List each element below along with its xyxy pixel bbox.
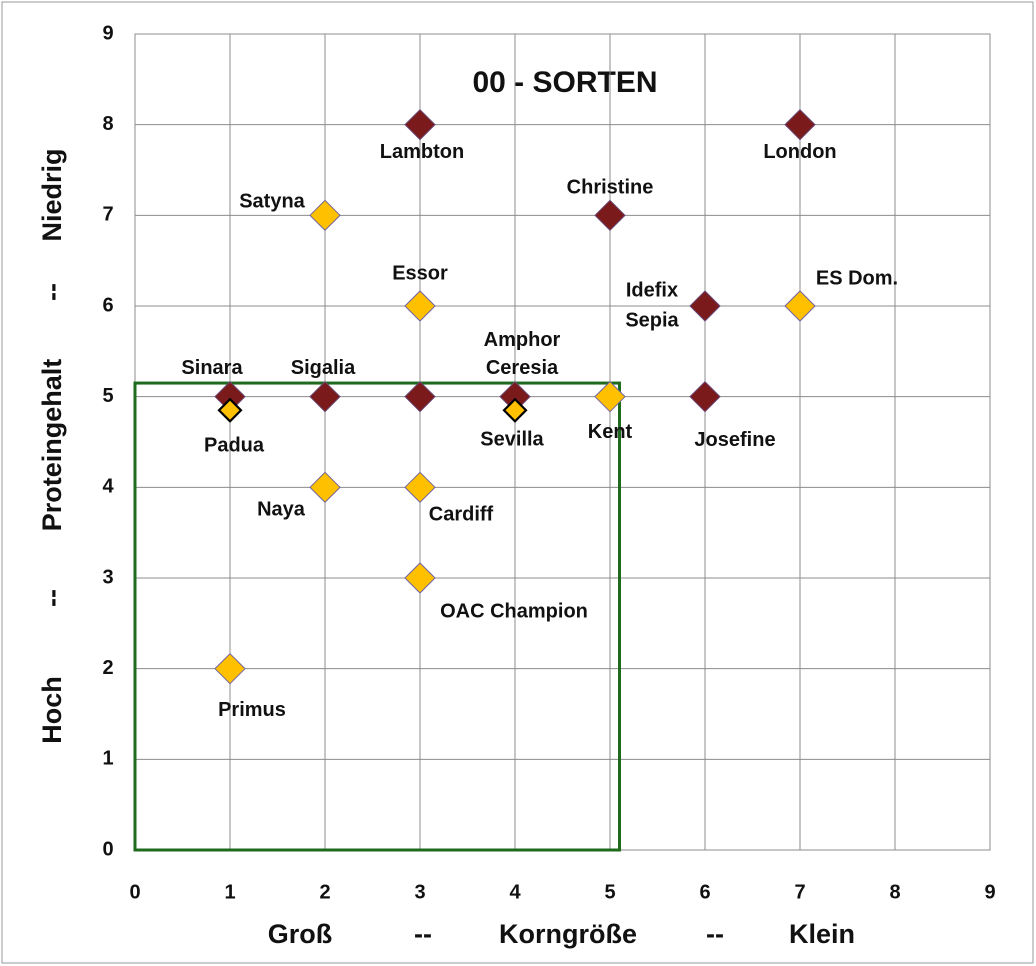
x-tick-label: 0 (129, 881, 140, 903)
y-tick-label: 3 (102, 566, 113, 588)
x-axis-label: Groß (268, 919, 333, 949)
point-label: Cardiff (429, 504, 494, 526)
point-label: Essor (392, 262, 448, 284)
data-point (784, 290, 816, 322)
x-tick-label: 9 (984, 881, 995, 903)
y-tick-label: 2 (102, 657, 113, 679)
data-point (502, 397, 528, 423)
x-axis-label: -- (706, 919, 724, 949)
point-label: Josefine (694, 429, 775, 451)
data-point (689, 290, 721, 322)
y-tick-label: 1 (102, 748, 113, 770)
y-tick-label: 4 (102, 476, 114, 498)
point-label: Amphor (484, 329, 561, 351)
data-point (309, 199, 341, 232)
x-tick-label: 3 (414, 881, 425, 903)
point-label: Primus (218, 699, 286, 721)
data-point (404, 380, 436, 413)
data-point (309, 380, 341, 413)
x-tick-label: 7 (794, 881, 805, 903)
point-label: Sigalia (291, 357, 356, 379)
point-label: Ceresia (486, 357, 559, 379)
data-point (594, 199, 626, 232)
y-tick-label: 7 (102, 204, 113, 226)
y-tick-label: 5 (102, 385, 113, 407)
point-label: Kent (588, 421, 633, 443)
x-tick-label: 8 (889, 881, 900, 903)
data-point (404, 562, 436, 594)
point-label: Sevilla (480, 429, 544, 451)
point-label: London (763, 141, 836, 163)
x-tick-label: 1 (224, 881, 235, 903)
point-label: Sinara (181, 357, 243, 379)
y-axis-label: Niedrig (37, 148, 67, 241)
data-point (217, 397, 243, 423)
x-tick-label: 5 (604, 881, 615, 903)
data-point (309, 471, 341, 504)
data-point (404, 108, 436, 141)
point-label: Naya (257, 499, 306, 521)
x-axis-label: -- (414, 919, 432, 949)
y-axis-label: -- (37, 589, 67, 607)
y-tick-label: 9 (102, 22, 113, 44)
x-axis-label: Korngröße (499, 919, 637, 949)
point-label: Christine (567, 177, 654, 199)
y-axis-label: Proteingehalt (37, 359, 67, 532)
point-label: Satyna (239, 191, 305, 213)
highlight-region (133, 381, 621, 852)
point-label: Idefix (626, 279, 678, 301)
data-point (214, 652, 246, 685)
data-point (784, 108, 816, 141)
x-axis-label: Klein (789, 919, 855, 949)
data-point (594, 380, 626, 413)
chart-title: 00 - SORTEN (472, 66, 657, 99)
y-axis-label: -- (37, 283, 67, 301)
y-tick-label: 0 (102, 838, 113, 860)
data-point (404, 290, 436, 322)
y-axis-label: Hoch (37, 676, 67, 744)
data-point (689, 380, 721, 413)
data-point (404, 471, 436, 504)
x-tick-label: 2 (319, 881, 330, 903)
y-tick-label: 6 (102, 294, 113, 316)
point-label: Padua (204, 435, 265, 457)
y-tick-label: 8 (102, 113, 113, 135)
point-label: OAC Champion (440, 600, 588, 622)
point-label: ES Dom. (816, 267, 898, 289)
point-label: Sepia (625, 309, 679, 331)
x-tick-label: 4 (509, 881, 521, 903)
point-label: Lambton (380, 141, 464, 163)
x-tick-label: 6 (699, 881, 710, 903)
